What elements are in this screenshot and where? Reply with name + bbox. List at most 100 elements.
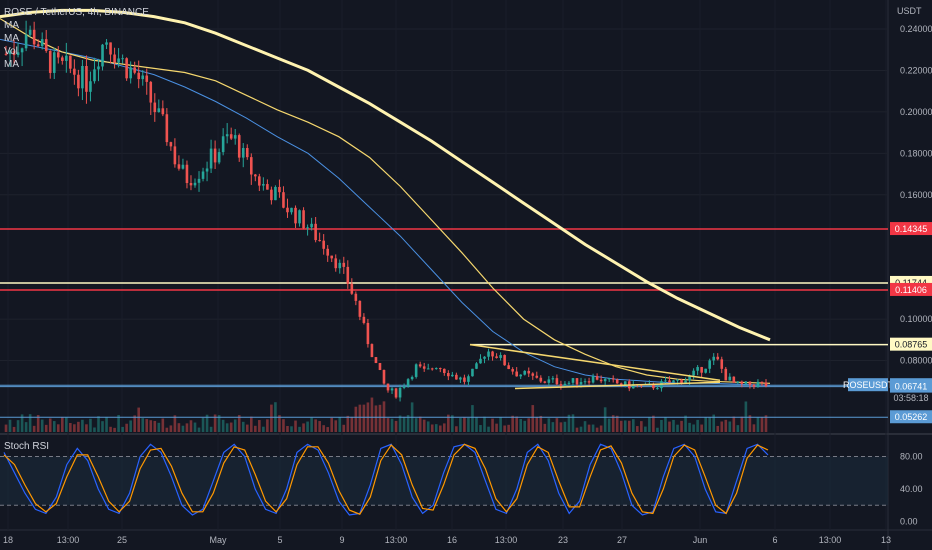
volume-bar	[571, 414, 575, 432]
candle-body	[563, 383, 567, 386]
candle-body	[237, 135, 241, 158]
candle-body	[479, 358, 482, 364]
candle-body	[491, 351, 494, 357]
indicator-ma-3[interactable]: MA	[4, 59, 19, 70]
candle-body	[209, 148, 213, 169]
volume-bar	[583, 421, 587, 432]
volume-bar	[418, 416, 422, 432]
candle-body	[274, 186, 277, 201]
candle-body	[113, 54, 116, 63]
candle-body	[302, 210, 305, 229]
volume-bar	[515, 416, 518, 432]
candle-body	[338, 262, 342, 269]
indicator-vol[interactable]: Vol	[4, 46, 18, 57]
volume-bar	[430, 424, 434, 432]
candle-body	[330, 255, 334, 259]
volume-bar	[728, 421, 732, 432]
indicator-ma-1[interactable]: MA	[4, 20, 19, 31]
candle-body	[575, 378, 579, 385]
volume-bar	[414, 418, 418, 432]
volume-bar	[213, 414, 217, 432]
candle-body	[137, 72, 141, 80]
stoch-rsi-title[interactable]: Stoch RSI	[4, 441, 50, 452]
candle-body	[664, 380, 667, 382]
volume-bar	[631, 419, 635, 432]
volume-bar	[362, 404, 366, 432]
countdown-label: 03:58:18	[893, 393, 928, 403]
candle-body	[595, 376, 599, 380]
candle-body	[282, 192, 285, 208]
candle-body	[73, 68, 76, 75]
time-tick-label: 25	[117, 535, 127, 545]
candle-body	[394, 388, 398, 398]
volume-bar	[141, 418, 145, 432]
candle-body	[298, 210, 301, 224]
volume-bar	[615, 415, 619, 432]
volume-bar	[298, 426, 301, 432]
volume-bar	[527, 418, 531, 432]
time-tick-label: 5	[277, 535, 282, 545]
price-axis: 0.24000 0.22000 0.20000 0.18000 0.16000 0.100…	[900, 24, 932, 526]
candle-body	[587, 381, 591, 383]
candle-body	[121, 58, 124, 60]
volume-bar	[740, 416, 744, 432]
candle-body	[390, 388, 394, 391]
candle-body	[233, 135, 237, 139]
time-tick-label: 13:00	[385, 535, 408, 545]
volume-bar	[225, 423, 229, 432]
candle-body	[447, 373, 450, 377]
volume-bar	[467, 417, 470, 432]
volume-bar	[137, 407, 141, 432]
volume-bar	[290, 426, 293, 432]
candle-body	[133, 67, 136, 73]
volume-bar	[712, 414, 716, 432]
volume-bar	[24, 422, 28, 432]
volume-bar	[342, 424, 346, 432]
candle-body	[4, 53, 8, 55]
volume-bar	[720, 421, 724, 432]
candle-body	[688, 375, 691, 381]
candle-body	[286, 207, 289, 213]
volume-bar	[266, 419, 269, 432]
volume-bar	[519, 419, 523, 432]
candle-body	[306, 227, 309, 229]
volume-bar	[326, 427, 329, 432]
candle-body	[704, 368, 707, 373]
candle-body	[229, 134, 233, 139]
volume-bar	[402, 416, 406, 432]
volume-bar	[764, 415, 768, 432]
candle-body	[294, 207, 297, 224]
price-tick-label: 0.16000	[900, 190, 932, 200]
volume-bar	[547, 418, 551, 432]
candle-body	[161, 108, 165, 115]
indicator-ma-2[interactable]: MA	[4, 33, 19, 44]
candle-body	[149, 81, 153, 103]
candle-body	[559, 384, 563, 386]
candle-body	[44, 39, 48, 51]
volume-bar	[756, 417, 760, 432]
candle-body	[708, 360, 711, 369]
ma-long-line	[0, 8, 771, 342]
candle-body	[631, 384, 635, 389]
candle-body	[266, 184, 269, 190]
candle-body	[507, 365, 510, 370]
volume-bar	[567, 414, 571, 432]
volume-bar	[378, 404, 382, 432]
price-badge	[890, 337, 932, 351]
volume-bar	[330, 417, 334, 432]
price-tick-label: 0.20000	[900, 107, 932, 117]
volume-bar	[282, 419, 285, 432]
volume-bar	[81, 419, 84, 432]
ma-mid-line	[0, 18, 771, 384]
volume-bar	[181, 425, 185, 432]
volume-bar	[4, 424, 8, 432]
candle-body	[571, 378, 575, 383]
candle-body	[700, 367, 703, 373]
candle-body	[418, 364, 422, 367]
candle-body	[81, 65, 84, 89]
volume-bar	[40, 419, 44, 432]
symbol-badge-label: ROSEUSDT	[843, 380, 894, 390]
candle-body	[370, 344, 374, 358]
candle-body	[278, 186, 281, 193]
